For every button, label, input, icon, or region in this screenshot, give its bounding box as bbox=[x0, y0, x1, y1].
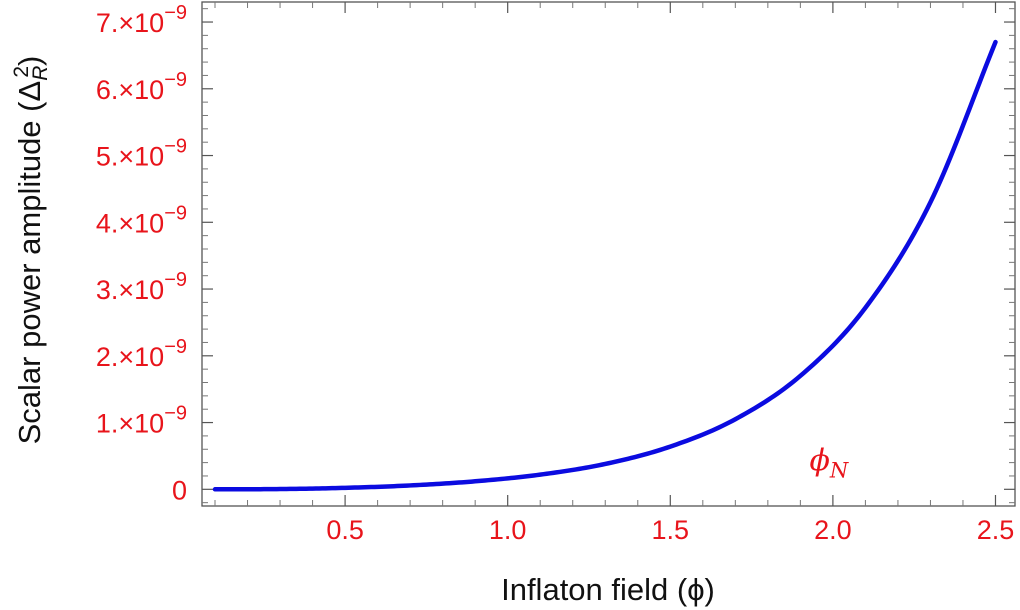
x-tick-label: 0.5 bbox=[326, 515, 364, 545]
series-line bbox=[212, 39, 998, 492]
y-axis-tick-labels: 0 1.×10−9 2.×10−9 3.×10−9 4.×10−9 5.×10−9 6.×1… bbox=[96, 2, 187, 505]
annotation-symbol: ϕ bbox=[809, 444, 829, 479]
phi-n-annotation: ϕN bbox=[809, 444, 848, 483]
y-tick-label: 6.×10−9 bbox=[96, 69, 187, 105]
y-tick-label: 7.×10−9 bbox=[96, 2, 187, 38]
y-axis-title-main: Scalar power amplitude (Δ bbox=[12, 81, 47, 445]
x-axis-ticks bbox=[214, 2, 997, 506]
plot-frame bbox=[201, 1, 1016, 507]
y-tick-label: 5.×10−9 bbox=[96, 136, 187, 172]
x-tick-label: 1.0 bbox=[489, 515, 527, 545]
x-tick-label: 2.0 bbox=[814, 515, 852, 545]
y-tick-label: 2.×10−9 bbox=[96, 336, 187, 372]
y-tick-label: 0 bbox=[172, 475, 187, 505]
annotation-subscript: N bbox=[829, 459, 849, 483]
y-axis-title: Scalar power amplitude (ΔR2) bbox=[10, 56, 52, 445]
y-axis-title-close: ) bbox=[12, 56, 47, 66]
x-axis-tick-labels: 0.5 1.0 1.5 2.0 2.5 bbox=[326, 515, 1014, 545]
x-tick-label: 1.5 bbox=[652, 515, 690, 545]
y-tick-label: 4.×10−9 bbox=[96, 202, 187, 238]
y-axis-title-subscript: R bbox=[29, 66, 52, 81]
x-tick-label: 2.5 bbox=[977, 515, 1015, 545]
x-axis-title: Inflaton field (ϕ) bbox=[501, 572, 715, 607]
y-tick-label: 1.×10−9 bbox=[96, 403, 187, 439]
y-axis-ticks bbox=[202, 8, 1015, 504]
y-tick-label: 3.×10−9 bbox=[96, 269, 187, 305]
y-axis-title-superscript: 2 bbox=[10, 66, 33, 78]
